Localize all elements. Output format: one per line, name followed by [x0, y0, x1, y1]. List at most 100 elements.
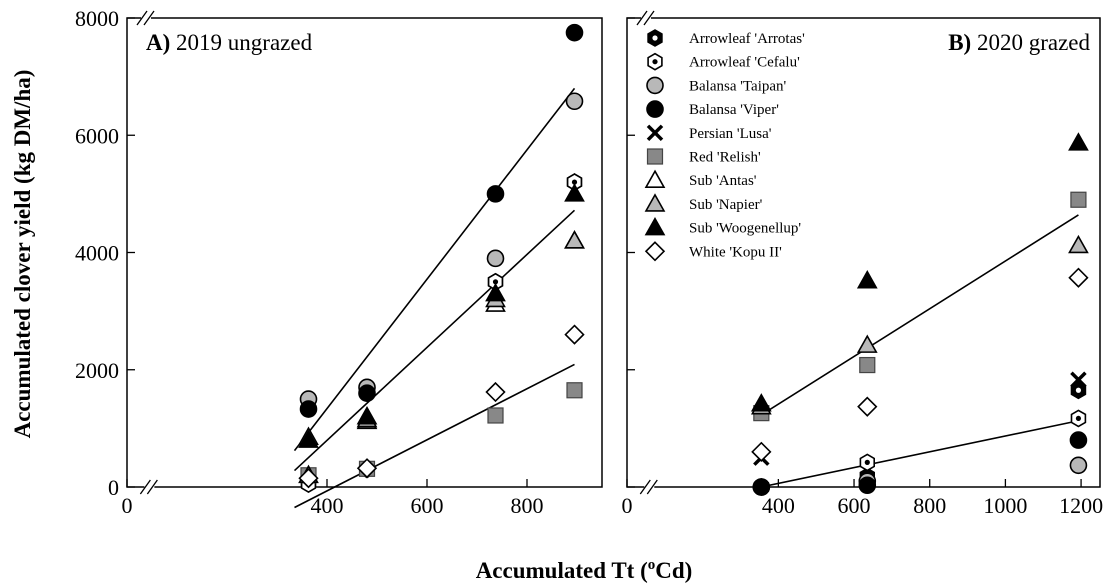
data-point: [566, 382, 583, 399]
x-tick-label: 0: [122, 493, 133, 518]
data-point: [1068, 132, 1089, 151]
legend-item: Persian 'Lusa': [646, 124, 772, 142]
legend-label: Sub 'Napier': [689, 197, 763, 213]
data-point: [565, 23, 584, 42]
x-axis-break-gap: [144, 479, 155, 495]
data-point: [1069, 431, 1088, 449]
x-tick-label: 800: [511, 493, 544, 518]
legend-item: Arrowleaf 'Cefalu': [647, 52, 800, 71]
x-tick-label: 800: [913, 493, 946, 518]
top-break-mark: [636, 10, 648, 26]
legend-marker: [647, 52, 663, 71]
data-point: [859, 453, 876, 472]
legend-item: Sub 'Antas': [644, 169, 757, 189]
legend-marker: [646, 124, 664, 142]
data-point: [566, 173, 583, 192]
x-axis-break-mark: [139, 479, 151, 495]
data-point: [856, 270, 878, 289]
series-x-black: [753, 371, 1087, 466]
legend-label: Arrowleaf 'Arrotas': [689, 31, 805, 47]
legend-item: Sub 'Woogenellup': [644, 216, 801, 237]
series-circle-grey: [299, 92, 584, 408]
panel-title: B) 2020 grazed: [948, 30, 1090, 55]
x-axis-label-suffix: Cd): [655, 558, 692, 583]
legend-item: Balansa 'Viper': [646, 100, 779, 118]
x-axis-label-prefix: Accumulated Tt (: [476, 558, 648, 583]
legend-label: Balansa 'Taipan': [689, 78, 787, 94]
data-point: [750, 393, 772, 412]
legend-marker: [644, 241, 666, 262]
legend-marker: [644, 216, 666, 236]
legend-item: Arrowleaf 'Arrotas': [647, 29, 805, 47]
legend-label: Persian 'Lusa': [689, 126, 772, 142]
series-triangle-black: [750, 132, 1089, 412]
data-point: [856, 334, 878, 353]
legend-item: White 'Kopu II': [644, 241, 782, 262]
x-tick-label: 400: [762, 493, 795, 518]
series-diamond-white: [751, 267, 1089, 462]
data-point: [858, 476, 877, 495]
legend-marker: [646, 100, 664, 118]
x-axis-break-mark: [639, 479, 651, 495]
series-circle-grey: [752, 456, 1088, 496]
top-break-gap: [141, 10, 151, 26]
data-point: [299, 400, 318, 418]
regression-line: [294, 363, 575, 509]
legend-label: Sub 'Antas': [689, 173, 757, 189]
series-triangle-grey: [750, 234, 1089, 415]
top-break-mark: [643, 10, 655, 26]
series-circle-black: [299, 23, 584, 418]
x-axis-break-mark: [646, 479, 658, 495]
legend-label: Red 'Relish': [689, 150, 761, 166]
x-axis-label: Accumulated Tt (oCd): [476, 557, 693, 583]
x-axis-break-mark: [146, 479, 158, 495]
legend-label: Balansa 'Viper': [689, 102, 779, 118]
data-point: [487, 407, 504, 424]
data-point: [859, 356, 876, 374]
data-point: [565, 92, 584, 111]
x-tick-label: 1200: [1059, 493, 1103, 518]
panel-title-letter: B): [948, 30, 971, 55]
series-circle-black: [752, 431, 1088, 496]
data-point: [486, 249, 505, 268]
data-point: [485, 282, 506, 302]
series-square-darkgrey: [753, 191, 1087, 422]
legend-item: Red 'Relish': [646, 148, 761, 166]
data-point: [298, 468, 319, 489]
regression-line: [293, 209, 576, 472]
y-tick-label: 2000: [75, 358, 119, 383]
data-point: [1070, 409, 1087, 428]
y-axis-label: Accumulated clover yield (kg DM/ha): [10, 70, 35, 439]
series-diamond-white: [298, 324, 585, 489]
data-point: [1068, 234, 1089, 254]
x-tick-label: 1000: [983, 493, 1027, 518]
series-triangle-white: [298, 230, 585, 445]
y-tick-label: 4000: [75, 241, 119, 266]
panel-title: A) 2019 ungrazed: [146, 30, 313, 55]
top-break-mark: [136, 10, 148, 26]
panel-b-2020-grazed: 0 400 600 800 1000 1200 B) 2020 grazed: [622, 10, 1103, 518]
data-point: [358, 384, 376, 403]
data-point: [751, 441, 772, 462]
series-hexagon-dot-white: [753, 409, 1087, 496]
x-tick-label: 0: [622, 493, 633, 518]
legend-marker: [644, 169, 666, 188]
legend-item: Sub 'Napier': [644, 193, 763, 213]
series-triangle-grey: [298, 230, 585, 484]
y-tick-label: 0: [108, 475, 119, 500]
legend-marker: [646, 76, 664, 95]
data-point: [1068, 267, 1089, 288]
regression-line: [760, 214, 1079, 416]
x-tick-label: 600: [411, 493, 444, 518]
data-point: [1070, 371, 1087, 388]
data-point: [564, 324, 585, 345]
panel-title-letter: A): [146, 30, 170, 55]
legend-item: Balansa 'Taipan': [646, 76, 787, 95]
top-break-gap: [641, 10, 651, 26]
y-tick-label: 8000: [75, 6, 119, 31]
legend-label: Arrowleaf 'Cefalu': [689, 55, 800, 71]
regression-line: [293, 87, 576, 452]
data-point: [356, 406, 378, 425]
